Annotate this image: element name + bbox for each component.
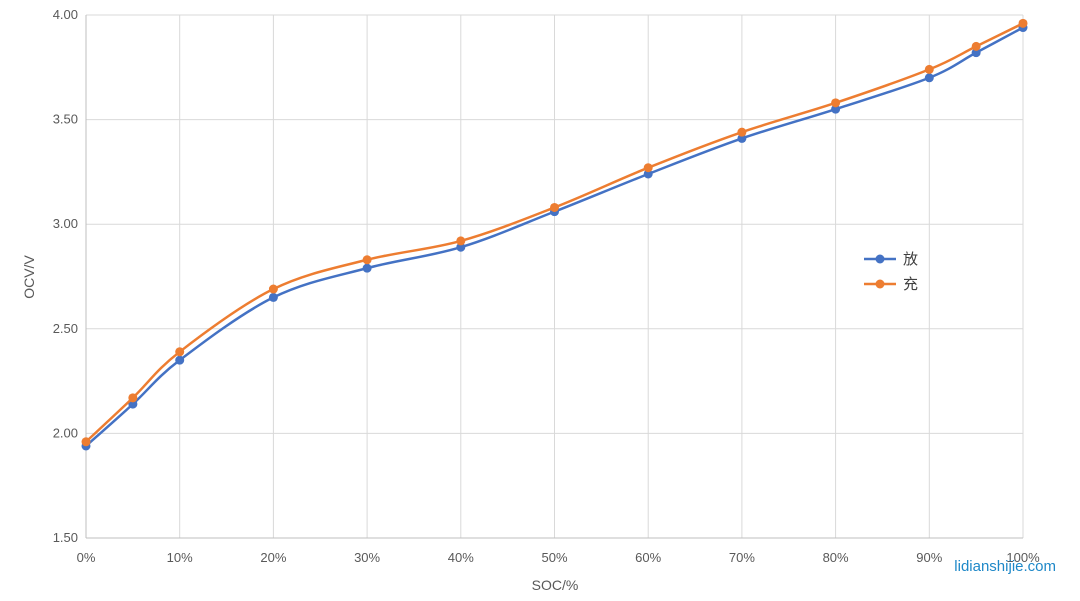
x-tick-label: 50% — [541, 550, 567, 565]
data-point — [924, 64, 934, 74]
series-2 — [81, 18, 1028, 447]
data-point — [643, 169, 653, 179]
x-tick-label: 90% — [916, 550, 942, 565]
data-point — [737, 133, 747, 143]
data-point — [128, 393, 138, 403]
data-point — [643, 163, 653, 173]
x-tick-label: 0% — [77, 550, 96, 565]
axes — [85, 15, 1023, 539]
data-point — [971, 41, 981, 51]
y-tick-label: 2.00 — [53, 425, 78, 440]
series-group — [81, 18, 1028, 451]
data-point — [362, 255, 372, 265]
data-point — [362, 263, 372, 273]
data-point — [456, 236, 466, 246]
legend: 放充 — [864, 250, 918, 293]
y-tick-labels: 1.50 2.00 2.50 3.00 3.50 4.00 — [53, 7, 78, 545]
x-tick-label: 30% — [354, 550, 380, 565]
data-point — [550, 202, 559, 212]
x-tick-label: 10% — [167, 550, 193, 565]
x-tick-label: 100% — [1006, 550, 1040, 565]
data-point — [737, 127, 747, 137]
watermark-text: lidianshijie.com — [954, 558, 1056, 575]
x-tick-label: 80% — [823, 550, 849, 565]
data-point — [831, 104, 841, 114]
y-tick-label: 4.00 — [53, 7, 78, 22]
x-tick-labels: 0% 10% 20% 30% 40% 50% 60% 70% 80% 90% 100% — [77, 550, 1040, 565]
data-point — [831, 98, 841, 108]
y-tick-label: 2.50 — [53, 321, 78, 336]
y-tick-label: 1.50 — [53, 530, 78, 545]
x-tick-label: 20% — [260, 550, 286, 565]
grid-lines — [85, 14, 1024, 539]
data-point — [268, 292, 278, 302]
data-point — [81, 437, 91, 447]
data-point — [268, 284, 278, 294]
legend-label: 充 — [903, 275, 918, 293]
legend-label: 放 — [903, 250, 918, 268]
x-tick-label: 60% — [635, 550, 661, 565]
legend-item: 放 — [864, 250, 918, 268]
legend-item: 充 — [864, 275, 918, 293]
x-tick-label: 40% — [448, 550, 474, 565]
y-tick-label: 3.00 — [53, 216, 78, 231]
y-axis-title: OCV/V — [21, 255, 37, 299]
data-point — [128, 399, 138, 409]
data-point — [175, 355, 185, 365]
data-point — [175, 347, 185, 357]
y-tick-label: 3.50 — [53, 112, 78, 127]
data-point — [924, 73, 934, 83]
legend-marker — [875, 254, 885, 264]
legend-marker — [875, 279, 885, 289]
x-tick-label: 70% — [729, 550, 755, 565]
data-point — [971, 48, 981, 58]
data-point — [456, 242, 466, 252]
data-point — [1018, 18, 1028, 28]
x-axis-title: SOC/% — [532, 577, 579, 593]
